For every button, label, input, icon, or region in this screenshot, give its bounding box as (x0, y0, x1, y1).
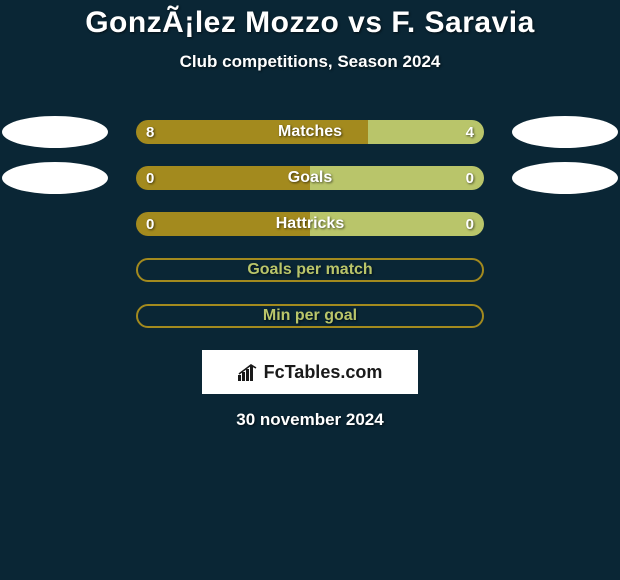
bubble-placeholder (512, 300, 618, 332)
stat-bar: 00Goals (136, 166, 484, 190)
logo-text: FcTables.com (264, 362, 383, 383)
stat-bar-left-fill (136, 120, 368, 144)
player-left-bubble (2, 162, 108, 194)
stat-row: 00Hattricks (0, 212, 620, 236)
snapshot-date: 30 november 2024 (0, 410, 620, 430)
stat-row: 84Matches (0, 120, 620, 144)
stat-rows: 84Matches 00Goals 00Hattricks Goals per mat… (0, 120, 620, 328)
stat-bar-empty: Min per goal (136, 304, 484, 328)
stat-bar-right-fill (310, 212, 484, 236)
source-logo: FcTables.com (202, 350, 418, 394)
stat-bar: 00Hattricks (136, 212, 484, 236)
page-title: GonzÃ¡lez Mozzo vs F. Saravia (0, 6, 620, 40)
stat-bar-left-fill (136, 212, 310, 236)
stat-bar-right-fill (368, 120, 484, 144)
chart-icon (238, 363, 260, 381)
subtitle: Club competitions, Season 2024 (0, 52, 620, 72)
player-right-bubble (512, 116, 618, 148)
player-left-bubble (2, 116, 108, 148)
stat-row: Min per goal (0, 304, 620, 328)
bubble-placeholder (2, 300, 108, 332)
stats-comparison-card: GonzÃ¡lez Mozzo vs F. Saravia Club compe… (0, 0, 620, 430)
stat-bar-left-fill (136, 166, 310, 190)
player-right-bubble (512, 162, 618, 194)
stat-bar-right-fill (310, 166, 484, 190)
bubble-placeholder (2, 208, 108, 240)
stat-bar-empty: Goals per match (136, 258, 484, 282)
stat-bar: 84Matches (136, 120, 484, 144)
bubble-placeholder (512, 208, 618, 240)
stat-row: Goals per match (0, 258, 620, 282)
bubble-placeholder (512, 254, 618, 286)
stat-row: 00Goals (0, 166, 620, 190)
bubble-placeholder (2, 254, 108, 286)
